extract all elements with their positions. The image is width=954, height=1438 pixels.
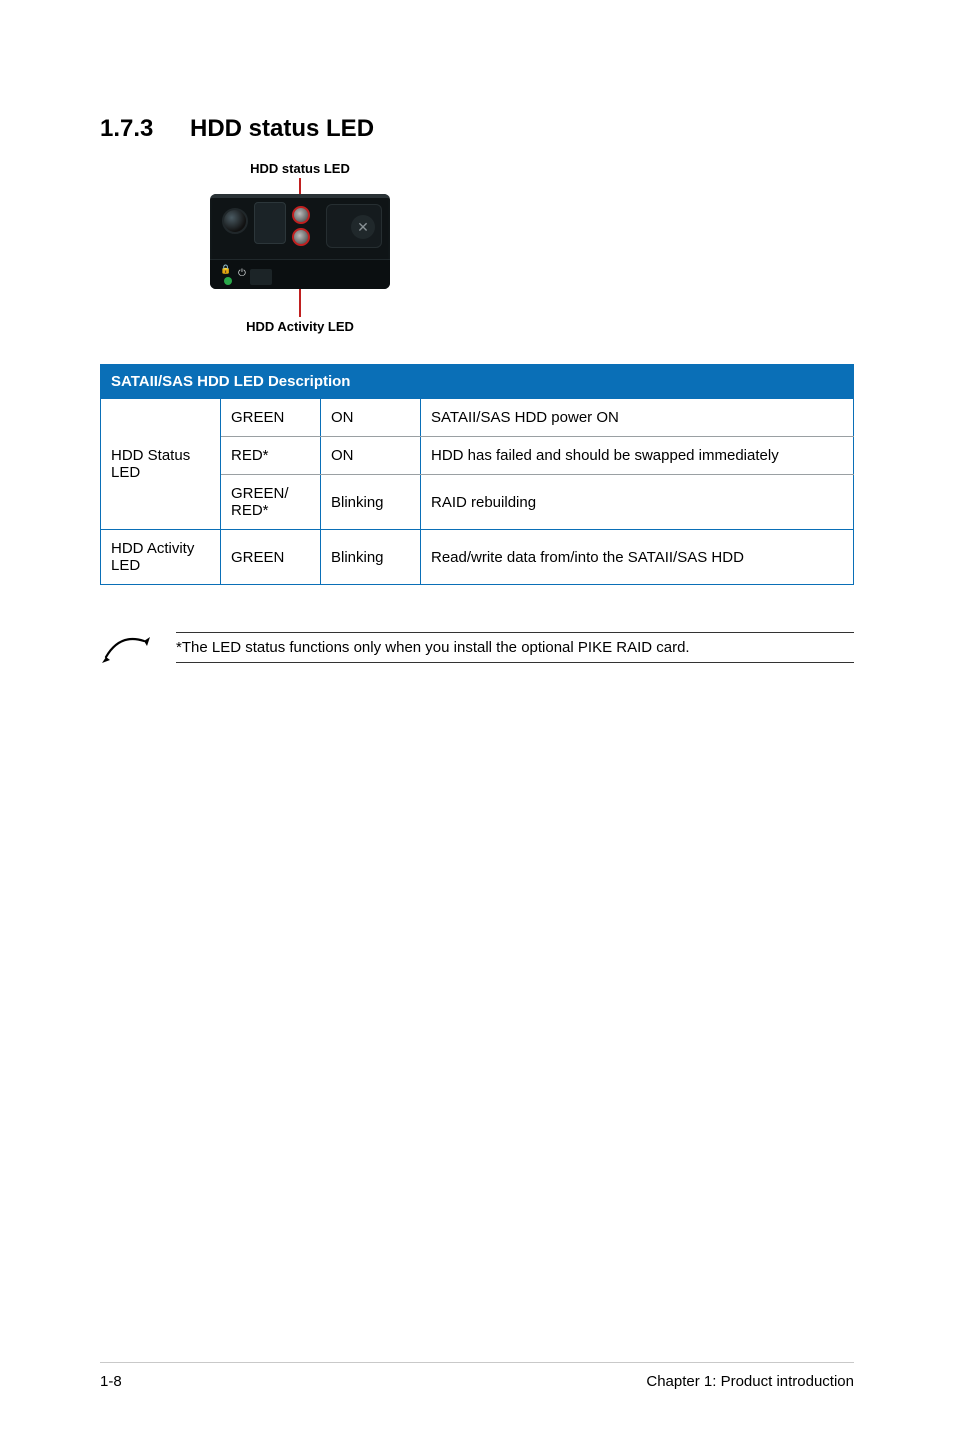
- note-pencil-icon: [100, 627, 152, 667]
- table-header-row: SATAII/SAS HDD LED Description: [101, 365, 854, 399]
- row-group-label: HDD Activity LED: [101, 530, 221, 585]
- figure-caption-bottom: HDD Activity LED: [210, 319, 390, 334]
- hdd-figure: HDD status LED ✕ 🔒 ⏻ HDD Activity LED: [210, 161, 854, 334]
- power-icon: ⏻: [238, 268, 246, 279]
- footer-page-number: 1-8: [100, 1373, 122, 1390]
- cell-color: GREEN: [221, 399, 321, 437]
- footer-chapter: Chapter 1: Product introduction: [646, 1373, 854, 1390]
- row-group-label: HDD Status LED: [101, 399, 221, 530]
- lock-icon: 🔒: [220, 264, 231, 275]
- table-title: SATAII/SAS HDD LED Description: [101, 365, 854, 399]
- cell-color: GREEN/ RED*: [221, 475, 321, 530]
- cell-state: ON: [321, 437, 421, 475]
- lens-icon: [222, 208, 248, 234]
- page-footer: 1-8 Chapter 1: Product introduction: [100, 1362, 854, 1390]
- figure-caption-top: HDD status LED: [210, 161, 390, 176]
- cell-desc: RAID rebuilding: [421, 475, 854, 530]
- cell-state: Blinking: [321, 530, 421, 585]
- note-block: *The LED status functions only when you …: [100, 627, 854, 667]
- note-text: *The LED status functions only when you …: [176, 632, 854, 663]
- cell-desc: Read/write data from/into the SATAII/SAS…: [421, 530, 854, 585]
- section-number: 1.7.3: [100, 115, 190, 143]
- cell-desc: SATAII/SAS HDD power ON: [421, 399, 854, 437]
- table-row: HDD Status LED GREEN ON SATAII/SAS HDD p…: [101, 399, 854, 437]
- cell-state: Blinking: [321, 475, 421, 530]
- cell-desc: HDD has failed and should be swapped imm…: [421, 437, 854, 475]
- cell-color: GREEN: [221, 530, 321, 585]
- device-photo: ✕ 🔒 ⏻: [210, 194, 390, 289]
- callout-line-bottom: [299, 289, 301, 317]
- cell-state: ON: [321, 399, 421, 437]
- green-dot-icon: [224, 277, 232, 285]
- section-title: HDD status LED: [190, 115, 374, 142]
- led-description-table: SATAII/SAS HDD LED Description HDD Statu…: [100, 364, 854, 585]
- activity-led-icon: [292, 228, 310, 246]
- section-heading: 1.7.3HDD status LED: [100, 115, 854, 143]
- callout-line-top: [299, 178, 301, 194]
- eject-icon: ✕: [351, 215, 375, 239]
- cell-color: RED*: [221, 437, 321, 475]
- status-led-icon: [292, 206, 310, 224]
- table-row: HDD Activity LED GREEN Blinking Read/wri…: [101, 530, 854, 585]
